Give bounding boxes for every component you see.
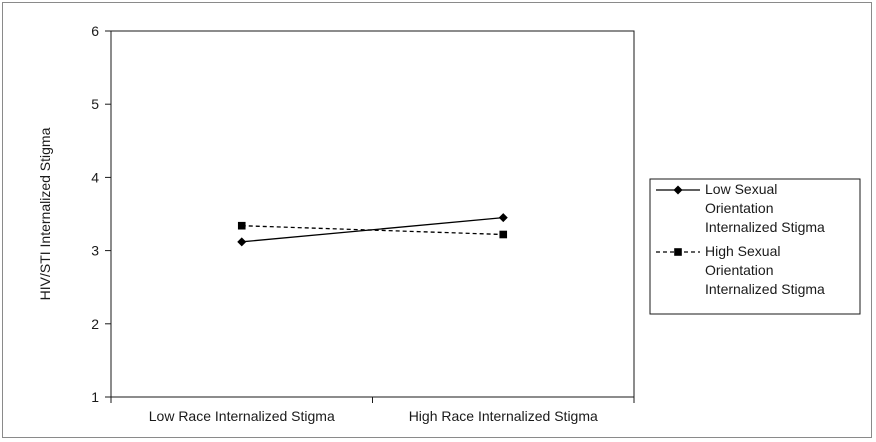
legend-marker — [674, 248, 682, 256]
data-point — [498, 213, 508, 223]
legend-item-2: High Sexual Orientation Internalized Stigm… — [656, 243, 825, 297]
plot-border — [110, 30, 635, 398]
y-tick-label: 2 — [91, 316, 99, 332]
y-tick-label: 4 — [91, 169, 99, 185]
line-chart: 1 2 3 4 5 6 Low Race Internalized Stigma High … — [37, 23, 861, 424]
chart-frame: 1 2 3 4 5 6 Low Race Internalized Stigma High … — [2, 2, 872, 438]
legend-label: Internalized Stigma — [705, 281, 825, 297]
legend-box — [649, 178, 861, 315]
data-point — [237, 237, 247, 247]
y-tick-label: 6 — [91, 23, 99, 39]
plot-area — [110, 30, 635, 398]
legend-label: Low Sexual — [705, 181, 777, 197]
legend-label: Orientation — [705, 262, 773, 278]
legend-item-1: Low Sexual Orientation Internalized Stigma — [656, 181, 825, 235]
series-2 — [237, 221, 508, 239]
legend-label: High Sexual — [705, 243, 781, 259]
series-line — [241, 225, 504, 236]
y-tick-label: 5 — [91, 96, 99, 112]
legend-label: Orientation — [705, 200, 773, 216]
series-line — [241, 217, 504, 243]
y-axis-ticks: 1 2 3 4 5 6 — [91, 23, 111, 405]
x-axis-labels: Low Race Internalized Stigma High Race In… — [110, 397, 635, 424]
data-point — [237, 221, 246, 230]
legend: Low Sexual Orientation Internalized Stigma… — [649, 178, 861, 315]
y-tick-label: 1 — [91, 389, 99, 405]
legend-label: Internalized Stigma — [705, 219, 825, 235]
x-category-label: Low Race Internalized Stigma — [149, 408, 335, 424]
y-tick-label: 3 — [91, 243, 99, 259]
data-point — [499, 230, 508, 239]
series-layer — [237, 213, 508, 247]
y-axis-title: HIV/STI Internalized Stigma — [37, 127, 53, 300]
x-category-label: High Race Internalized Stigma — [409, 408, 598, 424]
series-1 — [237, 213, 508, 247]
legend-marker — [673, 185, 683, 195]
